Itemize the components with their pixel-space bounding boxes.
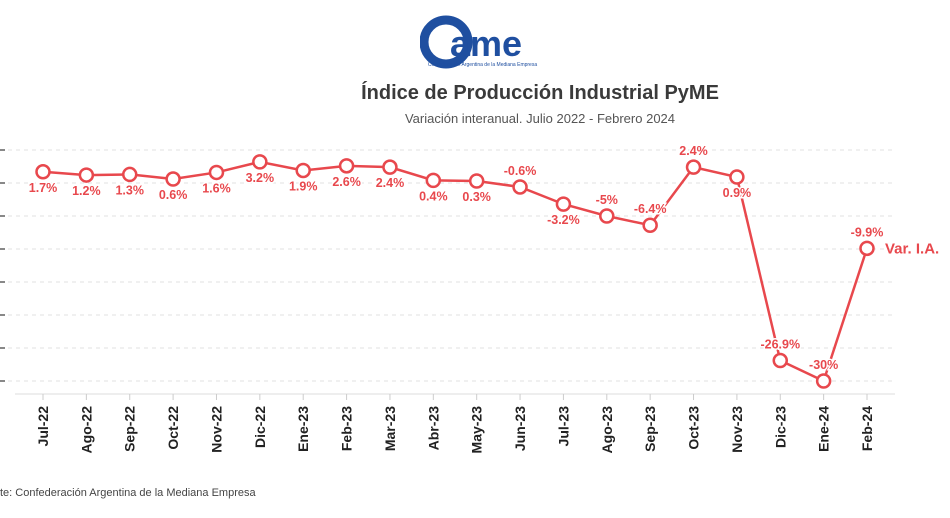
data-point (252, 154, 268, 170)
data-label: 0.4% (419, 189, 448, 203)
logo-tagline: Confederación Argentina de la Mediana Em… (427, 62, 538, 68)
x-tick-label: Sep-23 (642, 406, 658, 452)
data-label: 1.9% (289, 179, 318, 193)
data-point (338, 158, 355, 174)
x-tick-label: Oct-23 (686, 406, 702, 450)
x-tick-label: Jul-23 (555, 406, 571, 447)
x-tick-label: May-23 (469, 406, 485, 454)
data-label: -0.6% (504, 164, 537, 178)
came-logo: ame (420, 15, 522, 69)
data-point (512, 179, 528, 195)
data-point (772, 352, 789, 369)
x-tick-label: Nov-22 (208, 406, 224, 453)
series-legend-label: Var. I.A. (885, 240, 939, 257)
data-label: 2.4% (679, 144, 708, 158)
data-label: 3.2% (246, 171, 275, 185)
data-point (859, 240, 875, 257)
chart-subtitle: Variación interanual. Julio 2022 - Febre… (404, 111, 676, 126)
data-label: -30% (809, 358, 838, 372)
data-label: 0.6% (159, 188, 188, 202)
data-label: 0.9% (723, 186, 752, 200)
data-label: 2.6% (332, 175, 361, 189)
x-tick-label: Dic-23 (772, 406, 788, 448)
data-point (165, 171, 181, 187)
x-tick-label: Nov-23 (729, 406, 745, 453)
data-point (685, 159, 702, 175)
data-label: 1.7% (29, 181, 58, 195)
data-point (729, 169, 745, 185)
data-point (468, 173, 485, 189)
x-tick-label: Sep-22 (122, 406, 138, 452)
data-label: -3.2% (547, 213, 580, 227)
data-label: -5% (596, 193, 618, 207)
data-label: 1.2% (72, 184, 101, 198)
x-tick-label: Mar-23 (382, 406, 398, 451)
data-point (382, 159, 398, 175)
data-point (35, 164, 51, 180)
source-note: te: Confederación Argentina de la Median… (0, 487, 256, 499)
data-point (555, 196, 572, 212)
x-tick-label: Feb-24 (859, 406, 875, 451)
x-tick-label: Feb-23 (339, 406, 355, 451)
data-point (599, 208, 615, 224)
svg-text:ame: ame (450, 23, 522, 64)
x-tick-label: Oct-22 (165, 406, 181, 450)
x-tick-label: Ago-22 (78, 406, 94, 454)
x-tick-label: Abr-23 (425, 406, 441, 451)
x-tick-label: Jul-22 (35, 406, 51, 447)
x-tick-label: Dic-22 (252, 406, 268, 448)
data-point (208, 164, 225, 181)
data-point (425, 172, 442, 189)
data-label: 0.3% (462, 190, 491, 204)
x-tick-label: Ago-23 (599, 406, 615, 454)
data-point (78, 167, 95, 183)
x-tick-label: Ene-23 (295, 406, 311, 452)
data-label: 1.6% (202, 181, 231, 195)
data-label: 1.3% (115, 183, 144, 197)
chart-title: Índice de Producción Industrial PyME (361, 82, 719, 104)
x-tick-label: Ene-24 (816, 406, 832, 452)
data-point (642, 217, 658, 233)
data-label: -9.9% (851, 225, 884, 239)
data-label: 2.4% (376, 176, 405, 190)
data-label: -6.4% (634, 202, 667, 216)
x-tick-label: Jun-23 (512, 406, 528, 451)
data-label: -26.9% (760, 338, 800, 352)
data-point (295, 162, 311, 179)
data-point (815, 373, 832, 389)
data-point (121, 166, 138, 183)
